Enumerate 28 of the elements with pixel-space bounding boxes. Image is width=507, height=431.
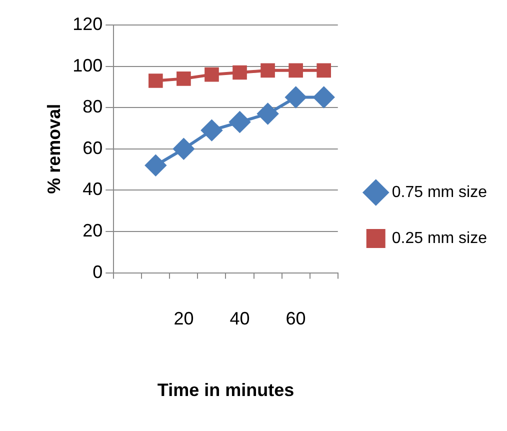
point: [145, 154, 166, 176]
y-tick-label: 100: [72, 55, 103, 76]
x-tick-label: 20: [174, 308, 194, 329]
point: [316, 63, 331, 78]
point: [313, 86, 334, 108]
point: [229, 112, 250, 133]
legend-label: 0.75 mm size: [392, 184, 488, 201]
y-axis-title: % removal: [44, 104, 64, 194]
point: [201, 120, 222, 141]
y-tick-label: 80: [82, 96, 103, 117]
y-tick-label: 120: [72, 14, 103, 34]
y-tick-label: 0: [92, 262, 103, 282]
point: [260, 63, 275, 78]
point: [148, 74, 163, 88]
point: [257, 103, 278, 124]
x-tick-label: 60: [286, 308, 306, 329]
point: [173, 138, 194, 160]
point: [232, 65, 247, 80]
legend-label: 0.25 mm size: [392, 230, 488, 247]
y-tick-label: 20: [82, 220, 103, 240]
point: [176, 72, 191, 86]
point: [288, 63, 303, 78]
x-tick-label: 40: [230, 308, 250, 329]
x-axis-title: Time in minutes: [157, 380, 294, 400]
point: [285, 86, 306, 108]
point: [204, 67, 219, 82]
y-tick-label: 60: [82, 138, 103, 158]
y-tick-label: 40: [82, 179, 103, 200]
